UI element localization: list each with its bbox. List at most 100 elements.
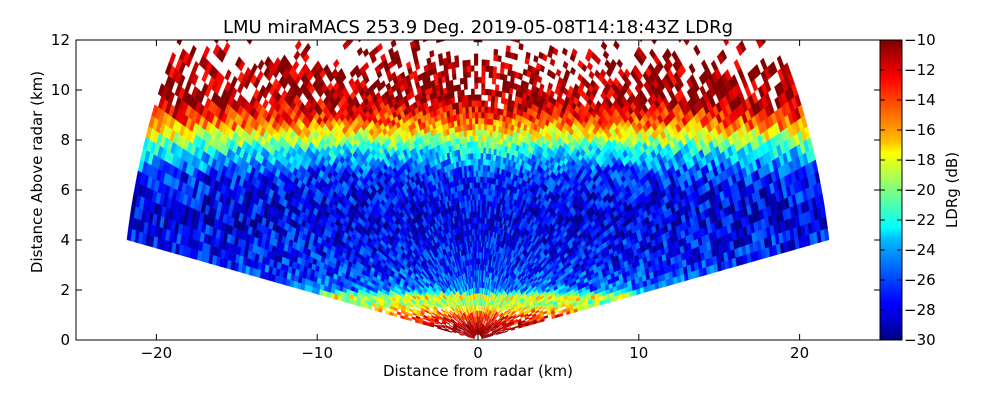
ldr-cell (479, 211, 482, 218)
ldr-cell (476, 205, 479, 212)
ldr-cell (483, 194, 487, 201)
ldr-cell (477, 258, 480, 265)
ldr-cell (483, 135, 487, 142)
ldr-cell (475, 187, 479, 195)
ldr-cell (478, 263, 481, 271)
ldr-cell (459, 113, 463, 120)
ldr-cell (479, 217, 482, 224)
ldr-cell (461, 95, 465, 102)
ldr-cell (490, 112, 494, 120)
ldr-cell (485, 65, 490, 72)
ldr-cell (480, 164, 483, 171)
ldr-cell (768, 23, 775, 36)
ldr-cell (465, 106, 469, 114)
ldr-cell (477, 211, 480, 218)
ldr-cell (477, 100, 482, 107)
ldr-cell (471, 117, 476, 125)
ldr-cell (473, 59, 479, 66)
ldr-cell (503, 103, 508, 111)
ldr-cell (477, 129, 482, 136)
ldr-cell (447, 62, 452, 70)
ldr-cell (472, 141, 476, 148)
ldr-cell (471, 182, 474, 189)
ldr-cell (467, 147, 471, 154)
ldr-cell (471, 106, 476, 113)
ldr-cell (477, 94, 482, 101)
ldr-cell (477, 193, 481, 200)
ldr-cell (479, 205, 482, 212)
ldr-cell (483, 118, 488, 125)
ldr-cell (495, 84, 500, 92)
ldr-cell (484, 182, 487, 189)
ldr-cell (507, 63, 513, 71)
ldr-cell (471, 176, 474, 183)
ldr-cell (468, 123, 473, 131)
ldr-cell (473, 193, 477, 201)
ldr-cell (475, 135, 479, 142)
ldr-cell (483, 141, 487, 148)
ldr-heatmap (126, 23, 830, 340)
ldr-cell (471, 112, 476, 119)
ldr-cell (477, 164, 481, 171)
ldr-cell (473, 170, 476, 177)
ldr-cell (481, 82, 486, 90)
ldr-cell (479, 187, 483, 195)
ldr-cell (477, 234, 480, 241)
ldr-cell (474, 123, 479, 130)
ldr-cell (466, 71, 471, 78)
ldr-cell (485, 159, 489, 166)
ldr-cell (489, 118, 494, 126)
ldr-cell (491, 77, 497, 85)
ldr-cell (477, 112, 482, 119)
ldr-cell (494, 90, 499, 97)
ldr-cell (480, 176, 483, 183)
ldr-cell (480, 223, 483, 230)
ldr-cell (480, 135, 484, 142)
ldr-cell (477, 252, 480, 259)
ldr-cell (480, 170, 483, 177)
ldr-cell (492, 72, 497, 79)
ldr-cell (477, 217, 480, 224)
ldr-cell (466, 65, 471, 72)
ldr-cell (469, 135, 473, 142)
ldr-cell (463, 83, 468, 90)
ldr-cell (486, 124, 491, 131)
ldr-cell (470, 153, 474, 160)
ldr-cell (474, 129, 479, 136)
ldr-cell (465, 118, 470, 125)
ldr-cell (479, 199, 483, 206)
ldr-cell (492, 119, 497, 126)
ldr-cell (479, 223, 482, 230)
ldr-cell (437, 53, 443, 61)
ldr-cell (493, 54, 498, 62)
ldr-cell (472, 152, 476, 160)
ldr-cell (480, 129, 484, 136)
ldr-cell (481, 188, 485, 195)
ldr-cell (488, 141, 492, 149)
ldr-cell (477, 76, 482, 84)
ldr-cell (495, 72, 501, 80)
ldr-cell (480, 123, 485, 131)
ldr-cell (473, 164, 476, 171)
ldr-cell (469, 147, 474, 154)
ldr-cell (462, 65, 468, 73)
ldr-cell (497, 55, 502, 63)
ldr-cell (469, 129, 473, 137)
ldr-cell (477, 199, 481, 206)
ldr-cell (481, 211, 484, 218)
ldr-cell (473, 182, 477, 189)
ldr-cell (462, 118, 467, 126)
ldr-cell (491, 130, 496, 138)
ldr-cell (475, 193, 479, 200)
ldr-cell (453, 84, 458, 92)
ldr-cell (482, 164, 486, 172)
ldr-cell (473, 176, 476, 183)
ldr-cell (487, 165, 491, 172)
ldr-cell (485, 147, 489, 154)
ldr-cell (507, 326, 512, 330)
ldr-cell (475, 170, 479, 177)
ldr-cell (468, 118, 473, 125)
ldr-cell (467, 94, 472, 102)
ldr-cell (472, 135, 476, 142)
ldr-cell (474, 106, 479, 113)
